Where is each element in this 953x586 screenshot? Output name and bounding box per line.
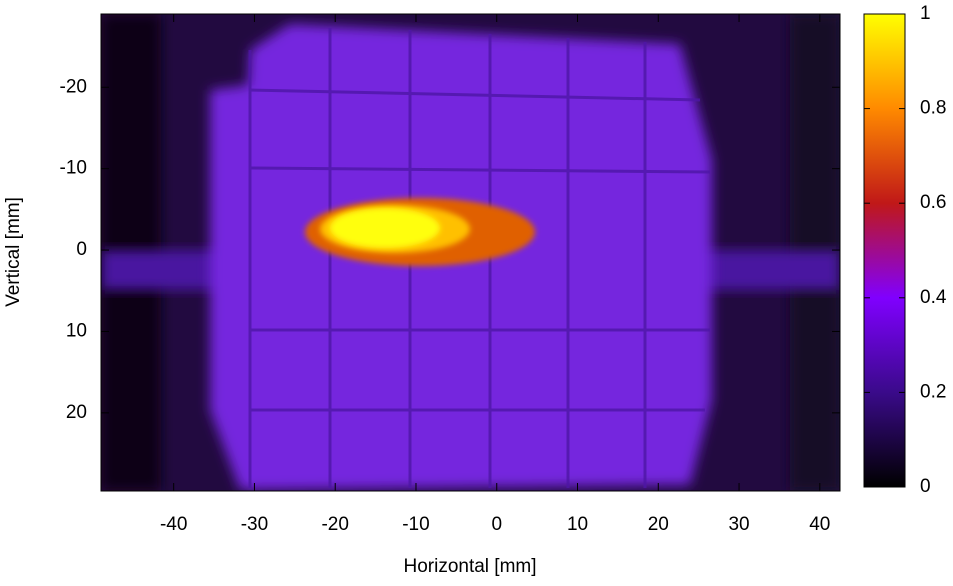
y-tick-label: -20 (60, 76, 87, 97)
y-axis-label: Vertical [mm] (3, 197, 24, 307)
x-tick-label: 10 (567, 514, 588, 535)
y-tick-label: 0 (76, 239, 87, 260)
x-tick-label: -40 (160, 514, 187, 535)
x-tick-label: 0 (491, 514, 502, 535)
colorbar-tick-label: 0.2 (920, 381, 946, 402)
x-tick-label: -30 (241, 514, 268, 535)
x-tick-label: -10 (402, 514, 429, 535)
plot-frame (100, 13, 841, 492)
colorbar (863, 13, 906, 488)
heatmap-image (101, 14, 840, 491)
colorbar-tick-label: 0 (920, 476, 931, 497)
colorbar-tick-label: 0.6 (920, 192, 946, 213)
y-tick-label: 10 (66, 320, 87, 341)
x-tick-label: 40 (809, 514, 830, 535)
y-tick-label: 20 (66, 402, 87, 423)
y-tick-label: -10 (60, 158, 87, 179)
colorbar-tick-label: 1 (920, 3, 931, 24)
colorbar-tick-label: 0.8 (920, 98, 946, 119)
x-tick-label: -20 (321, 514, 348, 535)
x-tick-label: 30 (728, 514, 749, 535)
x-axis-label: Horizontal [mm] (403, 556, 536, 577)
heatmap-hotspot (330, 208, 440, 248)
heatmap-grid-pattern (248, 28, 711, 488)
colorbar-tick-label: 0.4 (920, 287, 947, 308)
x-tick-label: 20 (648, 514, 669, 535)
